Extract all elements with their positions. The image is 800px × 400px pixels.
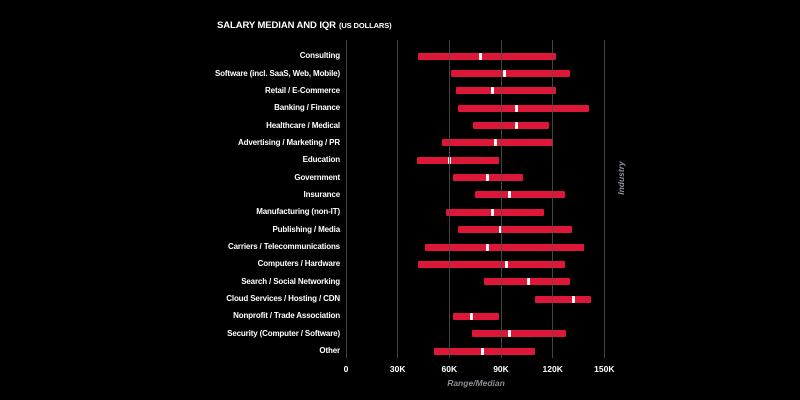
iqr-range-bar	[418, 52, 557, 60]
median-tick	[571, 295, 575, 303]
industry-label: Retail / E-Commerce	[265, 85, 340, 95]
industry-label: Security (Computer / Software)	[227, 328, 340, 338]
industry-label: Healthcare / Medical	[266, 120, 340, 130]
x-tick-label: 90K	[493, 364, 509, 374]
iqr-range-bar	[457, 104, 589, 112]
industry-label: Computers / Hardware	[257, 259, 341, 269]
median-tick	[490, 87, 494, 95]
industry-label: Carriers / Telecommunications	[228, 242, 340, 252]
gridline	[500, 40, 502, 358]
iqr-range-bar	[418, 260, 565, 268]
industry-label: Search / Social Networking	[241, 276, 340, 286]
median-tick	[504, 260, 508, 268]
industry-label: Advertising / Marketing / PR	[237, 137, 340, 147]
x-tick-label: 150K	[594, 364, 615, 374]
median-tick	[485, 174, 489, 182]
iqr-range-bar	[471, 330, 567, 338]
median-tick	[480, 347, 484, 355]
iqr-range-bar	[452, 312, 500, 320]
iqr-range-bar	[442, 139, 553, 147]
gridline	[552, 40, 554, 358]
median-tick	[514, 122, 518, 130]
median-tick	[494, 139, 498, 147]
chart-title-main: SALARY MEDIAN AND IQR	[217, 20, 336, 31]
x-axis-title: Range/Median	[447, 378, 505, 388]
iqr-range-bar	[473, 122, 550, 130]
median-tick	[478, 52, 482, 60]
industry-label: Consulting	[299, 51, 340, 61]
iqr-range-bar	[425, 243, 584, 251]
x-tick-label: 30K	[389, 364, 406, 374]
iqr-range-bar	[535, 295, 591, 303]
chart-title: SALARY MEDIAN AND IQR (US DOLLARS)	[217, 20, 392, 31]
median-tick	[514, 104, 518, 112]
industry-label: Education	[302, 155, 340, 165]
x-tick-label: 60K	[441, 364, 458, 374]
iqr-range-bar	[456, 87, 557, 95]
industry-label: Nonprofit / Trade Association	[233, 311, 340, 321]
chart-title-unit: (US DOLLARS)	[338, 21, 392, 30]
median-tick	[470, 312, 474, 320]
industry-label: Other	[319, 346, 340, 356]
median-tick	[508, 330, 512, 338]
industry-label: Manufacturing (non-IT)	[256, 207, 340, 217]
iqr-range-bar	[416, 156, 500, 164]
iqr-range-bar	[475, 191, 565, 199]
iqr-range-bar	[451, 70, 570, 78]
iqr-range-bar	[483, 278, 570, 286]
y-axis-title: Industry	[616, 161, 626, 195]
iqr-range-bar	[433, 347, 536, 355]
industry-label: Banking / Finance	[274, 103, 340, 113]
industry-label: Insurance	[303, 189, 341, 199]
gridline	[345, 40, 347, 358]
iqr-range-bar	[445, 208, 545, 216]
median-tick	[508, 191, 512, 199]
industry-label: Government	[294, 172, 340, 182]
iqr-range-bar	[452, 174, 524, 182]
iqr-range-bar	[457, 226, 572, 234]
median-tick	[490, 208, 494, 216]
industry-label: Publishing / Media	[272, 224, 340, 234]
gridline	[603, 40, 605, 358]
industry-label: Software (incl. SaaS, Web, Mobile)	[215, 68, 340, 78]
industry-label: Cloud Services / Hosting / CDN	[226, 294, 340, 304]
median-tick	[527, 278, 531, 286]
median-tick	[502, 70, 506, 78]
gridline	[397, 40, 399, 358]
gridline	[448, 40, 450, 358]
x-tick-label: 0	[343, 364, 349, 374]
x-tick-label: 120K	[542, 364, 563, 374]
median-tick	[485, 243, 489, 251]
